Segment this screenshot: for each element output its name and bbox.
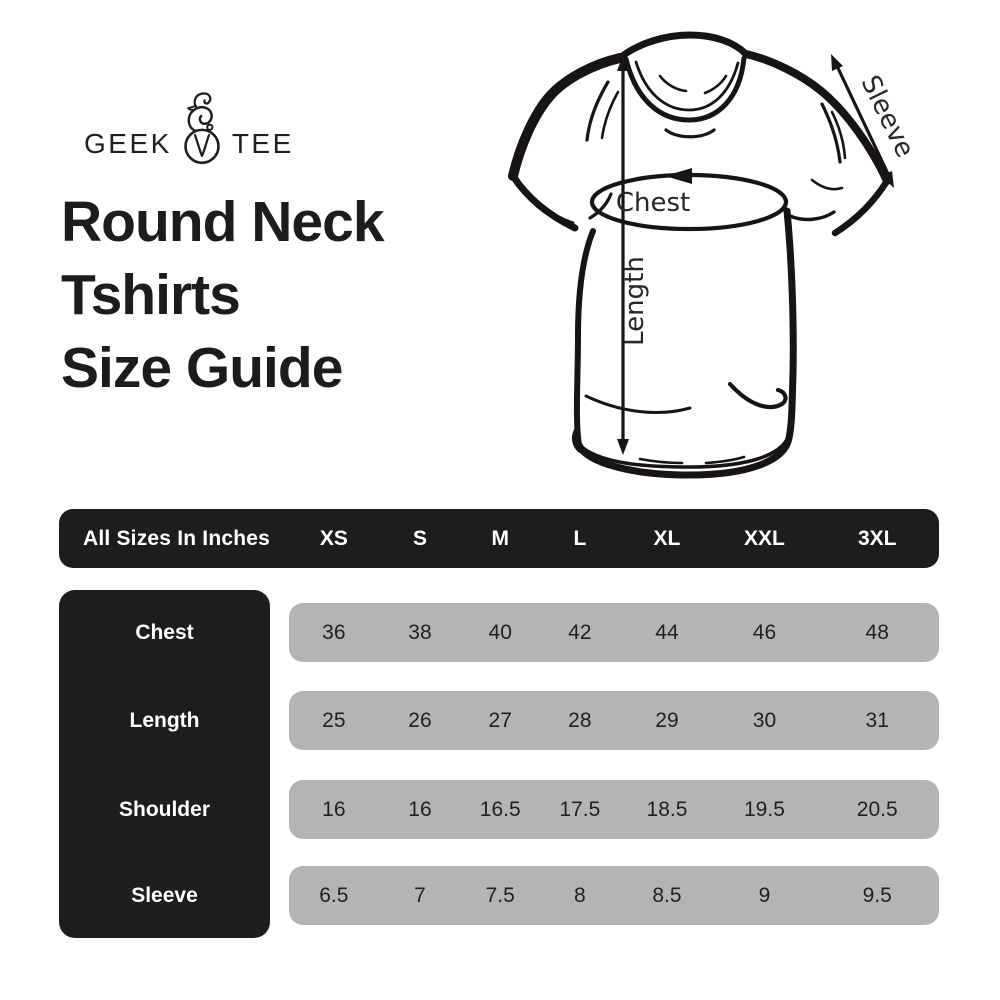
length-xl: 29 <box>655 708 679 732</box>
shoulder-m: 16.5 <box>479 797 521 821</box>
row-label-length: Length <box>129 709 200 732</box>
shoulder-xs: 16 <box>322 797 346 821</box>
shoulder-xl: 18.5 <box>646 797 688 821</box>
length-xxl: 30 <box>752 708 777 732</box>
chest-xl: 44 <box>655 620 679 644</box>
length-m: 27 <box>488 708 512 732</box>
chest-label: Chest <box>616 188 690 218</box>
col-header-xs: XS <box>319 526 348 550</box>
sleeve-3xl: 9.5 <box>862 883 892 907</box>
col-header-l: L <box>573 526 587 550</box>
table-row-sleeve: 6.5 7 7.5 8 8.5 9 9.5 <box>289 866 939 925</box>
sleeve-xxl: 9 <box>758 883 771 907</box>
title-line-2: Tshirts <box>61 263 241 327</box>
title-line-3: Size Guide <box>61 336 343 400</box>
brand-word-geek: GEEK <box>84 128 172 159</box>
row-label-column: Chest Length Shoulder Sleeve <box>59 590 270 938</box>
sleeve-xl: 8.5 <box>652 883 682 907</box>
table-row-chest: 36 38 40 42 44 46 48 <box>289 603 939 662</box>
tee-right-sleeve-outline <box>742 50 891 185</box>
length-arrow <box>617 55 629 455</box>
row-label-shoulder: Shoulder <box>118 798 210 821</box>
units-label: All Sizes In Inches <box>83 526 271 550</box>
brand-word-tee: TEE <box>231 128 294 159</box>
length-s: 26 <box>408 708 432 732</box>
row-label-chest: Chest <box>135 621 194 644</box>
sleeve-s: 7 <box>414 883 426 907</box>
chest-l: 42 <box>568 620 592 644</box>
chest-m: 40 <box>488 620 512 644</box>
tee-collar <box>623 55 747 123</box>
tee-left-sleeve-outline <box>508 53 625 181</box>
sleeve-m: 7.5 <box>485 883 515 907</box>
sleeve-l: 8 <box>574 883 586 907</box>
sleeve-xs: 6.5 <box>319 883 349 907</box>
brand-logo: GEEK TEE <box>84 90 294 168</box>
table-row-length: 25 26 27 28 29 30 31 <box>289 691 939 750</box>
length-xs: 25 <box>322 708 346 732</box>
shoulder-3xl: 20.5 <box>856 797 898 821</box>
shoulder-s: 16 <box>408 797 432 821</box>
shoulder-xxl: 19.5 <box>744 797 785 821</box>
chest-s: 38 <box>408 620 432 644</box>
col-header-m: M <box>491 526 509 550</box>
page-title: Round Neck Tshirts Size Guide <box>61 186 481 405</box>
length-l: 28 <box>568 708 592 732</box>
title-line-1: Round Neck <box>61 190 385 254</box>
col-header-xxl: XXL <box>744 526 785 550</box>
chest-xxl: 46 <box>752 620 777 644</box>
col-header-xl: XL <box>653 526 681 550</box>
col-header-s: S <box>412 526 427 550</box>
table-row-shoulder: 16 16 16.5 17.5 18.5 19.5 20.5 <box>289 780 939 839</box>
bird-on-ring-icon <box>184 92 220 165</box>
length-label: Length <box>620 256 650 346</box>
tee-body-outline <box>573 228 596 448</box>
chest-3xl: 48 <box>865 620 889 644</box>
chest-measure-ellipse <box>589 168 789 232</box>
shoulder-l: 17.5 <box>559 797 601 821</box>
row-label-sleeve: Sleeve <box>131 884 198 907</box>
sleeve-arrow <box>831 54 894 188</box>
sleeve-label: Sleeve <box>855 71 920 162</box>
size-table-header: All Sizes In Inches XS S M L XL XXL 3XL <box>59 509 939 568</box>
length-3xl: 31 <box>865 708 889 732</box>
col-header-3xl: 3XL <box>857 526 897 550</box>
tshirt-measurement-diagram: Chest Length Sleeve <box>490 18 950 498</box>
chest-xs: 36 <box>322 620 346 644</box>
